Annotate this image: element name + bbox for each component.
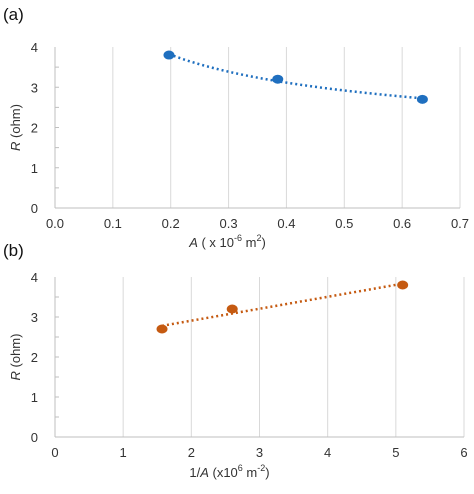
y-tick-label: 4 [31, 270, 38, 285]
y-tick-label: 0 [31, 430, 38, 445]
y-tick-label: 3 [31, 80, 38, 95]
x-tick-label: 3 [256, 445, 263, 460]
y-tick-label: 3 [31, 310, 38, 325]
x-tick-label: 0.5 [335, 216, 353, 231]
panel-label-a: (a) [3, 5, 24, 24]
y-tick-label: 1 [31, 161, 38, 176]
x-tick-label: 0.1 [104, 216, 122, 231]
x-axis-title: 1/A (x106 m-2) [189, 463, 269, 480]
trendline [168, 52, 423, 100]
x-tick-label: 5 [392, 445, 399, 460]
x-tick-label: 4 [324, 445, 331, 460]
data-point [272, 74, 284, 84]
trendline [161, 282, 403, 328]
x-tick-label: 6 [460, 445, 467, 460]
x-tick-label: 0.2 [162, 216, 180, 231]
y-tick-label: 0 [31, 201, 38, 216]
chart-a: 0.0 0.1 0.2 0.3 0.4 0.5 0.6 0.7 0 1 2 3 4 A ( x 10-6 … [8, 40, 469, 250]
panel-label-b: (b) [3, 241, 24, 260]
x-tick-label: 0.0 [46, 216, 64, 231]
chart-b: 0 1 2 3 4 5 6 0 1 2 3 4 1/A (x106 m-2) R (ohm) [8, 270, 468, 480]
x-tick-label: 0.7 [451, 216, 469, 231]
y-axis-title: R (ohm) [8, 104, 23, 151]
x-tick-label: 1 [120, 445, 127, 460]
data-point [226, 304, 238, 314]
x-tick-label: 0.6 [393, 216, 411, 231]
x-tick-label: 0.4 [277, 216, 295, 231]
data-point [416, 94, 428, 104]
x-tick-label: 2 [188, 445, 195, 460]
y-axis-title: R (ohm) [8, 334, 23, 381]
data-point [397, 280, 409, 290]
data-point [156, 324, 168, 334]
x-axis-title: A ( x 10-6 m2) [188, 233, 266, 250]
y-tick-label: 2 [31, 121, 38, 136]
y-tick-label: 1 [31, 390, 38, 405]
x-tick-label: 0.3 [220, 216, 238, 231]
y-tick-label: 4 [31, 40, 38, 55]
x-tick-label: 0 [51, 445, 58, 460]
data-point [163, 50, 175, 60]
y-tick-label: 2 [31, 350, 38, 365]
